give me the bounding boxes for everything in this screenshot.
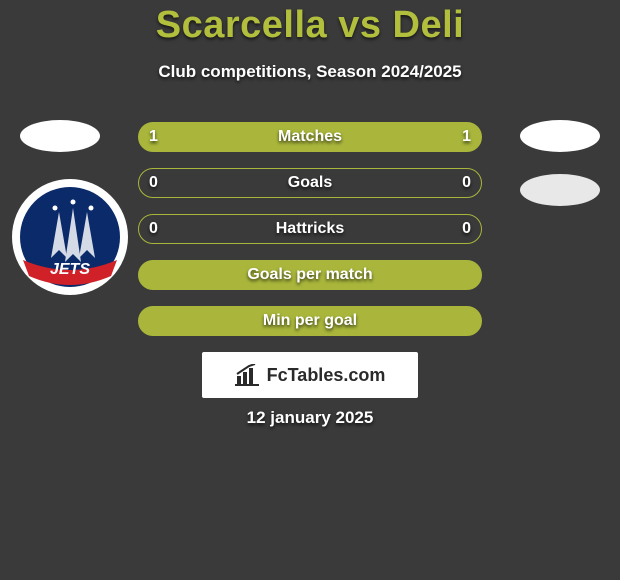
stat-value-left: 1 xyxy=(149,123,158,151)
comparison-card: Scarcella vs Deli Club competitions, Sea… xyxy=(0,0,620,580)
page-title: Scarcella vs Deli xyxy=(0,4,620,47)
stat-row: Min per goal xyxy=(138,306,482,336)
date-label: 12 january 2025 xyxy=(0,408,620,428)
stat-rows: 1 Matches 1 0 Goals 0 0 Hattricks 0 Goals per mat… xyxy=(138,122,482,352)
brand-box: FcTables.com xyxy=(202,352,418,398)
stat-value-right: 0 xyxy=(462,215,471,243)
subtitle: Club competitions, Season 2024/2025 xyxy=(0,62,620,82)
svg-text:JETS: JETS xyxy=(50,261,90,278)
stat-value-left: 0 xyxy=(149,169,158,197)
player-right-avatar-1 xyxy=(520,120,600,152)
bar-chart-icon xyxy=(235,364,261,386)
stat-label: Hattricks xyxy=(276,220,344,238)
stat-row: Goals per match xyxy=(138,260,482,290)
stat-label: Matches xyxy=(278,128,342,146)
stat-label: Goals xyxy=(288,174,332,192)
stat-label: Min per goal xyxy=(263,312,357,330)
player-left-avatar xyxy=(20,120,100,152)
stat-row: 0 Hattricks 0 xyxy=(138,214,482,244)
stat-row: 0 Goals 0 xyxy=(138,168,482,198)
stat-value-right: 1 xyxy=(462,123,471,151)
stat-value-right: 0 xyxy=(462,169,471,197)
stat-row: 1 Matches 1 xyxy=(138,122,482,152)
stat-label: Goals per match xyxy=(247,266,372,284)
stat-value-left: 0 xyxy=(149,215,158,243)
brand-text: FcTables.com xyxy=(267,365,386,386)
player-right-avatar-2 xyxy=(520,174,600,206)
club-badge-icon: JETS xyxy=(11,178,129,296)
